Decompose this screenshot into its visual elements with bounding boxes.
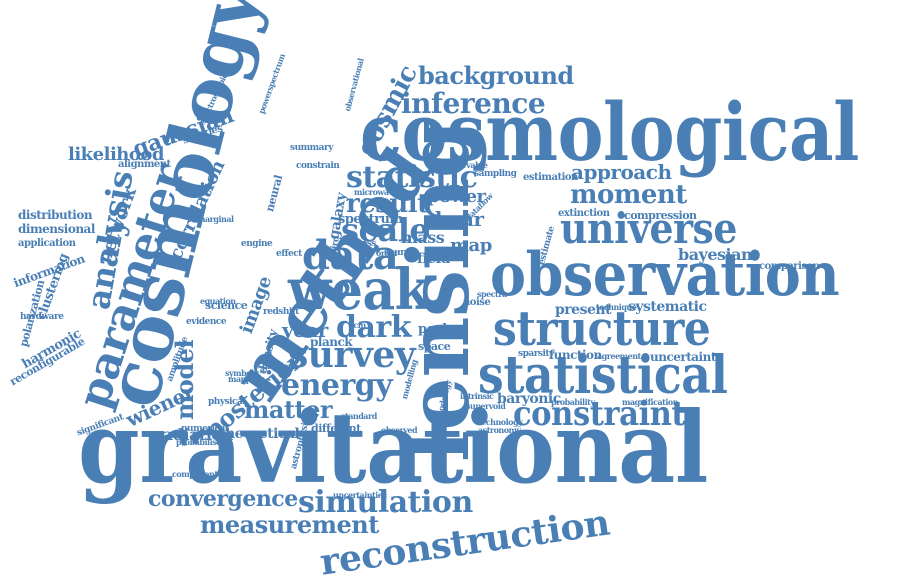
cloud-word: spectra — [477, 289, 507, 299]
cloud-word: observed — [381, 425, 418, 435]
cloud-word: constraint — [513, 394, 686, 434]
cloud-word: probabilistic — [176, 437, 227, 447]
cloud-word: sparsity — [518, 349, 554, 359]
cloud-word: result — [346, 189, 429, 219]
cloud-word: radiation — [155, 425, 233, 444]
cloud-word: alignment — [118, 159, 171, 170]
cloud-word: structure — [493, 301, 711, 357]
cloud-word: planck — [310, 335, 353, 349]
cloud-word: ccm — [349, 320, 366, 330]
cloud-word: mapping — [228, 374, 264, 384]
cloud-word: supervoid — [466, 401, 506, 411]
cloud-word: uncertainty — [650, 350, 723, 364]
cloud-word: problem — [262, 361, 296, 371]
cloud-word: spectrum — [338, 212, 403, 227]
cloud-word: universe — [560, 204, 737, 253]
cloud-word: distribution — [18, 208, 93, 222]
cloud-word: dark — [336, 310, 412, 345]
cloud-word: observation — [490, 240, 840, 310]
cloud-word: component — [172, 469, 218, 479]
cloud-word: different — [311, 422, 361, 435]
cloud-word: microwave — [354, 187, 398, 197]
cloud-word: gravitational — [78, 391, 708, 506]
cloud-word: moment — [570, 180, 687, 210]
cloud-word: agreement — [597, 351, 641, 361]
cloud-word: cross — [352, 239, 376, 249]
cloud-word: marginal — [197, 214, 234, 224]
cloud-word: baryonic — [497, 391, 561, 407]
cloud-word: engine — [241, 239, 273, 249]
cloud-word: cosmological — [360, 85, 859, 179]
cloud-word: source — [384, 248, 415, 258]
cloud-word: magnification — [622, 397, 679, 407]
cloud-word: space — [418, 340, 451, 353]
cloud-word: observable — [444, 160, 488, 170]
cloud-word: approach — [571, 160, 672, 184]
cloud-word: scale — [341, 211, 430, 249]
cloud-word: noise — [463, 297, 491, 308]
cloud-word: function — [549, 348, 602, 362]
cloud-word: order — [376, 248, 398, 258]
cloud-word: extinction — [558, 208, 610, 219]
cloud-word: summary — [290, 143, 333, 153]
cloud-word: hardware — [20, 312, 64, 322]
cloud-word: field — [417, 251, 450, 267]
cloud-word: science — [205, 299, 248, 312]
cloud-word: symbolic — [225, 368, 261, 378]
cloud-word: likelihood — [68, 144, 164, 165]
cloud-word: measurement — [200, 510, 379, 539]
cloud-word: intrinsic — [460, 391, 494, 401]
cloud-word: technique — [596, 302, 637, 312]
cloud-word: estimation — [523, 172, 578, 183]
cloud-word: matter — [244, 395, 333, 424]
cloud-word: neural — [263, 173, 286, 214]
cloud-word: compression — [624, 209, 697, 222]
cloud-word: bayesian — [678, 245, 753, 264]
cloud-word: year — [282, 318, 328, 342]
cloud-word: physical — [208, 397, 246, 407]
cloud-word: technology — [478, 417, 523, 427]
cloud-word: simulation — [298, 485, 473, 520]
cloud-word: redshift — [263, 307, 299, 317]
cloud-word: comparison — [759, 261, 820, 272]
cloud-word: uncertainties — [333, 490, 387, 500]
cloud-word: peak — [418, 322, 451, 337]
cloud-word: standard — [341, 411, 377, 421]
cloud-word: convergence — [148, 486, 298, 512]
cloud-word: inference — [401, 87, 546, 120]
cloud-word: probability — [551, 397, 595, 407]
cloud-word: application — [18, 238, 76, 249]
cloud-word: mass — [401, 228, 445, 247]
cloud-word: equation — [200, 296, 236, 306]
cloud-word: map — [450, 235, 492, 256]
cloud-word: dimensional — [18, 222, 95, 236]
cloud-word: background — [418, 61, 574, 90]
cloud-word: powerspectrum — [256, 52, 287, 116]
cloud-word: energy — [281, 368, 393, 403]
cloud-word: weak — [288, 257, 430, 323]
cloud-word: statistical — [478, 345, 728, 406]
cloud-word: effect — [276, 249, 302, 259]
cloud-word: astronomy — [478, 425, 521, 435]
cloud-word: numerical — [181, 424, 228, 434]
cloud-word: theoretical — [219, 426, 300, 442]
cloud-word: systematic — [628, 299, 707, 315]
cloud-word: constrain — [296, 161, 340, 171]
cloud-word: sampling — [474, 169, 517, 179]
cloud-word: shear — [424, 207, 484, 231]
cloud-word: evidence — [186, 317, 227, 327]
cloud-word: data — [302, 232, 399, 279]
cloud-word: power — [427, 186, 486, 207]
cloud-word: present — [555, 302, 612, 318]
cloud-word: statistic — [346, 160, 478, 195]
cloud-word: survey — [288, 334, 416, 376]
